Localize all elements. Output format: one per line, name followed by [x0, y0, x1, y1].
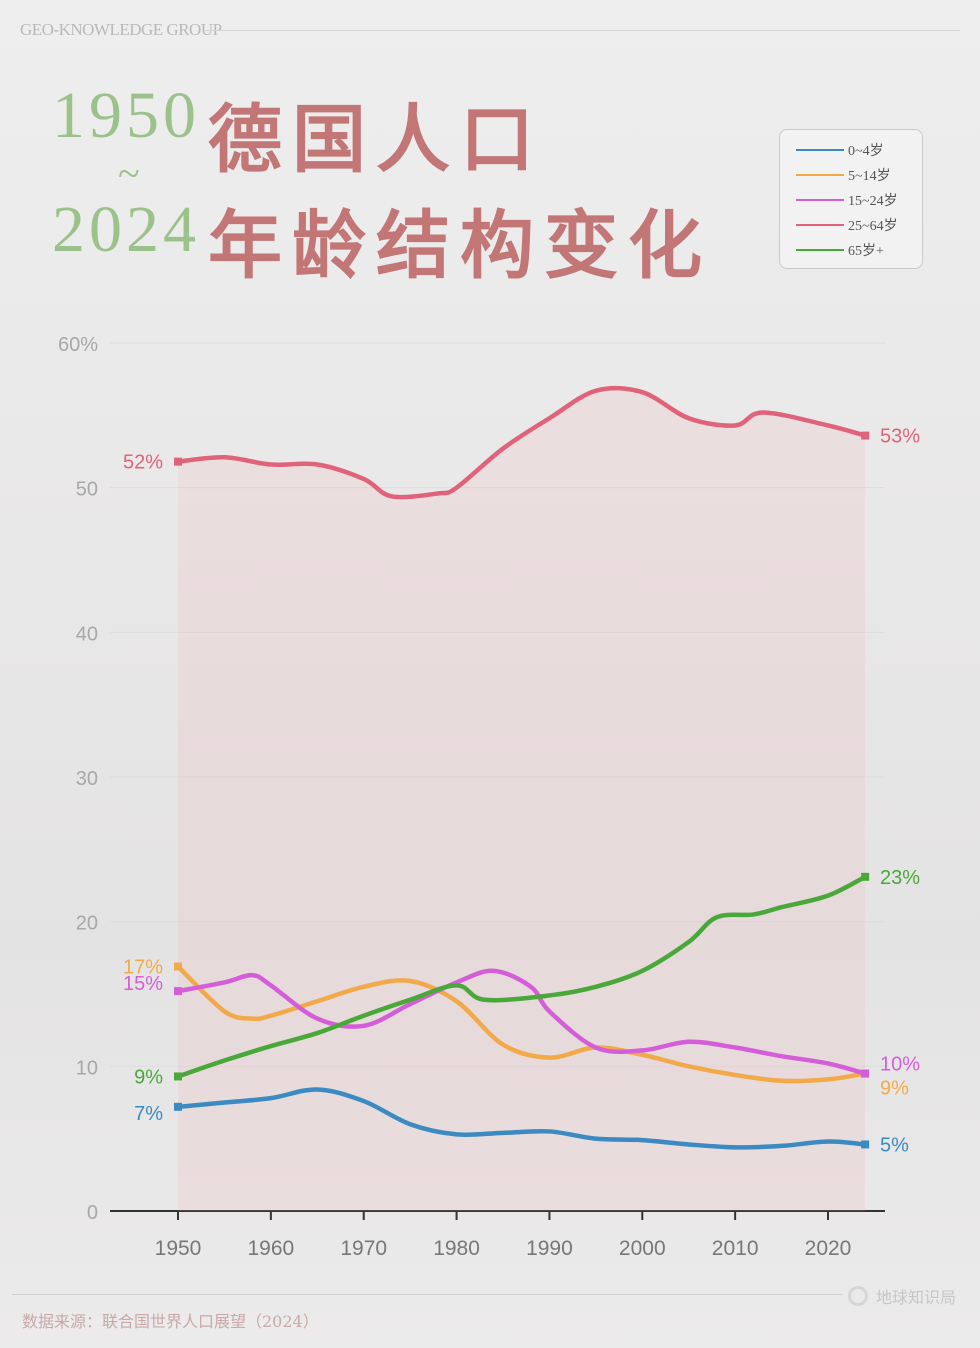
x-tick-label: 1950	[155, 1237, 202, 1260]
start-marker	[174, 1072, 182, 1081]
watermark: 地球知识局	[848, 1284, 956, 1308]
title-year-end: 2024	[52, 193, 200, 266]
start-marker	[174, 1102, 182, 1111]
data-source: 数据来源：联合国世界人口展望（2024）	[22, 1312, 319, 1331]
y-tick-label: 30	[76, 768, 98, 790]
legend-label: 65岁+	[848, 244, 884, 259]
area-25-64	[178, 388, 866, 1211]
y-tick-label: 40	[76, 623, 98, 645]
series-line-0	[175, 1087, 868, 1150]
start-label: 17%	[123, 957, 163, 979]
legend-item: 5~14岁	[796, 165, 891, 185]
end-label: 10%	[880, 1054, 920, 1076]
chart-legend: 0~4岁 5~14岁 15~24岁 25~64岁 65岁+	[779, 129, 923, 269]
legend-label: 5~14岁	[848, 169, 891, 184]
y-tick-label: 0	[87, 1202, 98, 1224]
x-tick-label: 2020	[805, 1237, 852, 1260]
end-label: 23%	[880, 867, 920, 889]
legend-swatch	[796, 174, 844, 176]
end-marker	[861, 431, 870, 440]
title-tilde: ~	[118, 151, 140, 196]
start-label: 52%	[123, 452, 163, 474]
x-tick-label: 1970	[340, 1237, 387, 1260]
divider	[12, 1294, 842, 1295]
end-marker	[861, 1069, 870, 1078]
x-tick-label: 1980	[433, 1237, 480, 1260]
start-marker	[174, 987, 182, 996]
start-marker	[174, 457, 182, 466]
legend-swatch	[796, 224, 844, 226]
start-marker	[174, 962, 182, 971]
divider	[205, 30, 960, 31]
legend-label: 15~24岁	[848, 194, 898, 209]
title-line-2: 年龄结构变化	[208, 203, 712, 289]
start-label: 15%	[123, 973, 163, 995]
watermark-text: 地球知识局	[876, 1290, 957, 1307]
legend-swatch	[796, 249, 844, 251]
end-label: 9%	[880, 1078, 909, 1100]
title-line-1: 德国人口	[208, 97, 544, 183]
legend-label: 0~4岁	[848, 144, 884, 159]
x-tick-label: 1990	[526, 1237, 573, 1260]
legend-item: 25~64岁	[796, 215, 898, 235]
legend-item: 65岁+	[796, 240, 884, 260]
series-line-2	[175, 968, 868, 1076]
end-label: 53%	[880, 426, 920, 448]
legend-item: 0~4岁	[796, 140, 884, 160]
x-tick-label: 1960	[247, 1237, 294, 1260]
x-tick-label: 2010	[712, 1237, 759, 1260]
y-tick-label: 20	[76, 913, 98, 935]
legend-swatch	[796, 149, 844, 151]
end-marker	[861, 872, 870, 881]
brand-text: GEO-KNOWLEDGE GROUP	[20, 20, 222, 39]
end-label: 5%	[880, 1134, 909, 1156]
legend-item: 15~24岁	[796, 190, 898, 210]
x-tick-label: 2000	[619, 1237, 666, 1260]
title-year-start: 1950	[52, 79, 200, 152]
y-tick-label: 10	[76, 1057, 98, 1079]
y-tick-label: 50	[76, 479, 98, 501]
start-label: 7%	[134, 1103, 163, 1125]
start-label: 9%	[134, 1066, 163, 1088]
y-tick-label: 60%	[58, 334, 98, 356]
logo-icon	[848, 1286, 868, 1306]
legend-swatch	[796, 199, 844, 201]
legend-label: 25~64岁	[848, 219, 898, 234]
end-marker	[861, 1140, 870, 1149]
